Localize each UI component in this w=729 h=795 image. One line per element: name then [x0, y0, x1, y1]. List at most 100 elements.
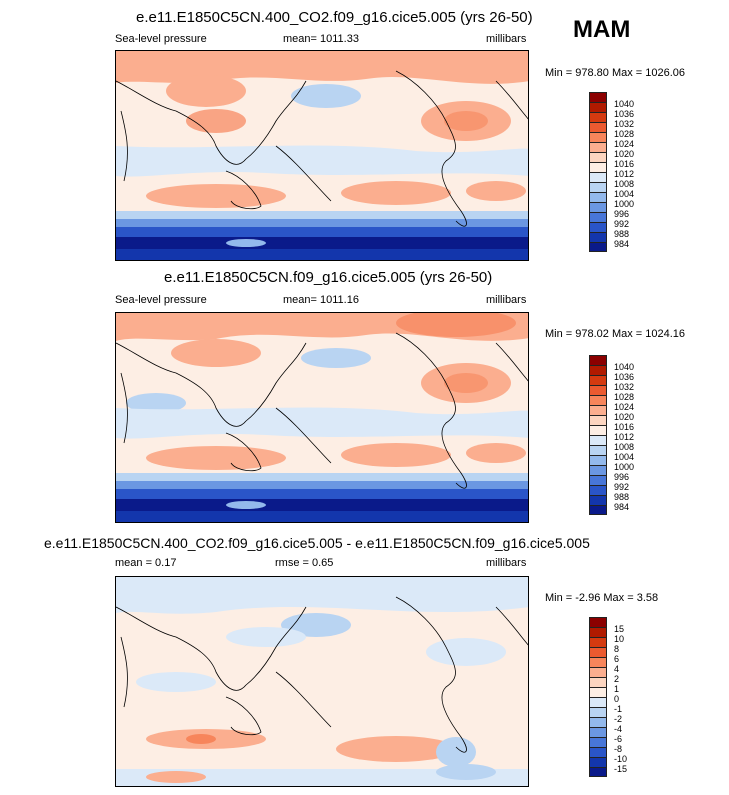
colorbar-label: -8: [614, 744, 623, 754]
colorbar-swatch: [589, 415, 607, 425]
colorbar-swatch: [589, 707, 607, 717]
colorbar-swatch: [589, 717, 607, 727]
panel-1-mean-label: mean= 1011.33: [283, 33, 359, 45]
colorbar-swatch: [589, 232, 607, 242]
colorbar-swatch: [589, 617, 607, 627]
colorbar-swatch: [589, 375, 607, 385]
colorbar-label: 996: [614, 472, 630, 482]
season-label: MAM: [573, 16, 631, 43]
colorbar-swatch: [589, 162, 607, 172]
colorbar-label: 1028: [614, 129, 635, 139]
colorbar-swatch: [589, 505, 607, 515]
colorbar-label: 1020: [614, 149, 635, 159]
panel-2-title: e.e11.E1850C5CN.f09_g16.cice5.005 (yrs 2…: [164, 269, 493, 286]
colorbar-swatch: [589, 425, 607, 435]
colorbar-label: 1032: [614, 119, 635, 129]
colorbar-label: 984: [614, 239, 630, 249]
colorbar-swatch: [589, 122, 607, 132]
colorbar-label: 992: [614, 219, 630, 229]
colorbar-label: 1012: [614, 432, 635, 442]
colorbar-swatch: [589, 355, 607, 365]
colorbar-label: 1000: [614, 462, 635, 472]
panel-3-units-label: millibars: [486, 557, 527, 569]
colorbar-swatch: [589, 737, 607, 747]
colorbar-label: -10: [614, 754, 628, 764]
colorbar-swatch: [589, 395, 607, 405]
colorbar-label: 6: [614, 654, 620, 664]
colorbar-swatch: [589, 475, 607, 485]
colorbar-swatch: [589, 637, 607, 647]
colorbar-swatch: [589, 747, 607, 757]
panel-1-units-label: millibars: [486, 33, 527, 45]
colorbar-swatch: [589, 385, 607, 395]
colorbar-swatch: [589, 727, 607, 737]
panel-3-colorbar: [589, 617, 607, 777]
colorbar-label: -2: [614, 714, 623, 724]
colorbar-label: 1036: [614, 109, 635, 119]
colorbar-label: -15: [614, 764, 628, 774]
colorbar-swatch: [589, 767, 607, 777]
panel-2-units-label: millibars: [486, 294, 527, 306]
colorbar-swatch: [589, 657, 607, 667]
panel-2-variable-label: Sea-level pressure: [115, 294, 207, 306]
colorbar-label: 15: [614, 624, 625, 634]
colorbar-swatch: [589, 222, 607, 232]
colorbar-label: 0: [614, 694, 620, 704]
panel-1-colorbar: [589, 92, 607, 252]
colorbar-label: 1: [614, 684, 620, 694]
colorbar-swatch: [589, 667, 607, 677]
colorbar-label: 1020: [614, 412, 635, 422]
colorbar-swatch: [589, 152, 607, 162]
colorbar-swatch: [589, 365, 607, 375]
colorbar-swatch: [589, 455, 607, 465]
panel-3-rmse-label: rmse = 0.65: [275, 557, 334, 569]
colorbar-label: -6: [614, 734, 623, 744]
colorbar-swatch: [589, 202, 607, 212]
panel-1-map: [115, 50, 529, 261]
colorbar-swatch: [589, 112, 607, 122]
colorbar-swatch: [589, 212, 607, 222]
panel-3-map: [115, 576, 529, 787]
colorbar-swatch: [589, 405, 607, 415]
colorbar-label: -4: [614, 724, 623, 734]
colorbar-swatch: [589, 92, 607, 102]
colorbar-label: 1012: [614, 169, 635, 179]
colorbar-label: 1004: [614, 452, 635, 462]
colorbar-label: 1008: [614, 179, 635, 189]
colorbar-label: 992: [614, 482, 630, 492]
colorbar-label: 1000: [614, 199, 635, 209]
colorbar-swatch: [589, 142, 607, 152]
panel-3-title: e.e11.E1850C5CN.400_CO2.f09_g16.cice5.00…: [44, 535, 590, 551]
colorbar-label: 1040: [614, 362, 635, 372]
colorbar-label: 1028: [614, 392, 635, 402]
panel-3-mean-label: mean = 0.17: [115, 557, 177, 569]
colorbar-swatch: [589, 687, 607, 697]
colorbar-swatch: [589, 647, 607, 657]
colorbar-label: 1016: [614, 159, 635, 169]
panel-2-minmax: Min = 978.02 Max = 1024.16: [545, 328, 686, 340]
colorbar-label: 1016: [614, 422, 635, 432]
colorbar-swatch: [589, 757, 607, 767]
colorbar-label: 1032: [614, 382, 635, 392]
colorbar-swatch: [589, 495, 607, 505]
colorbar-swatch: [589, 132, 607, 142]
colorbar-swatch: [589, 172, 607, 182]
colorbar-label: 8: [614, 644, 620, 654]
colorbar-swatch: [589, 485, 607, 495]
panel-2-colorbar: [589, 355, 607, 515]
colorbar-swatch: [589, 465, 607, 475]
colorbar-swatch: [589, 242, 607, 252]
colorbar-label: 1036: [614, 372, 635, 382]
colorbar-label: 996: [614, 209, 630, 219]
colorbar-label: 1004: [614, 189, 635, 199]
panel-1-variable-label: Sea-level pressure: [115, 33, 207, 45]
panel-3-minmax: Min = -2.96 Max = 3.58: [545, 592, 659, 604]
colorbar-label: 1008: [614, 442, 635, 452]
colorbar-label: -1: [614, 704, 623, 714]
colorbar-swatch: [589, 435, 607, 445]
panel-2-map: [115, 312, 529, 523]
colorbar-label: 988: [614, 492, 630, 502]
colorbar-swatch: [589, 192, 607, 202]
colorbar-label: 988: [614, 229, 630, 239]
colorbar-swatch: [589, 102, 607, 112]
